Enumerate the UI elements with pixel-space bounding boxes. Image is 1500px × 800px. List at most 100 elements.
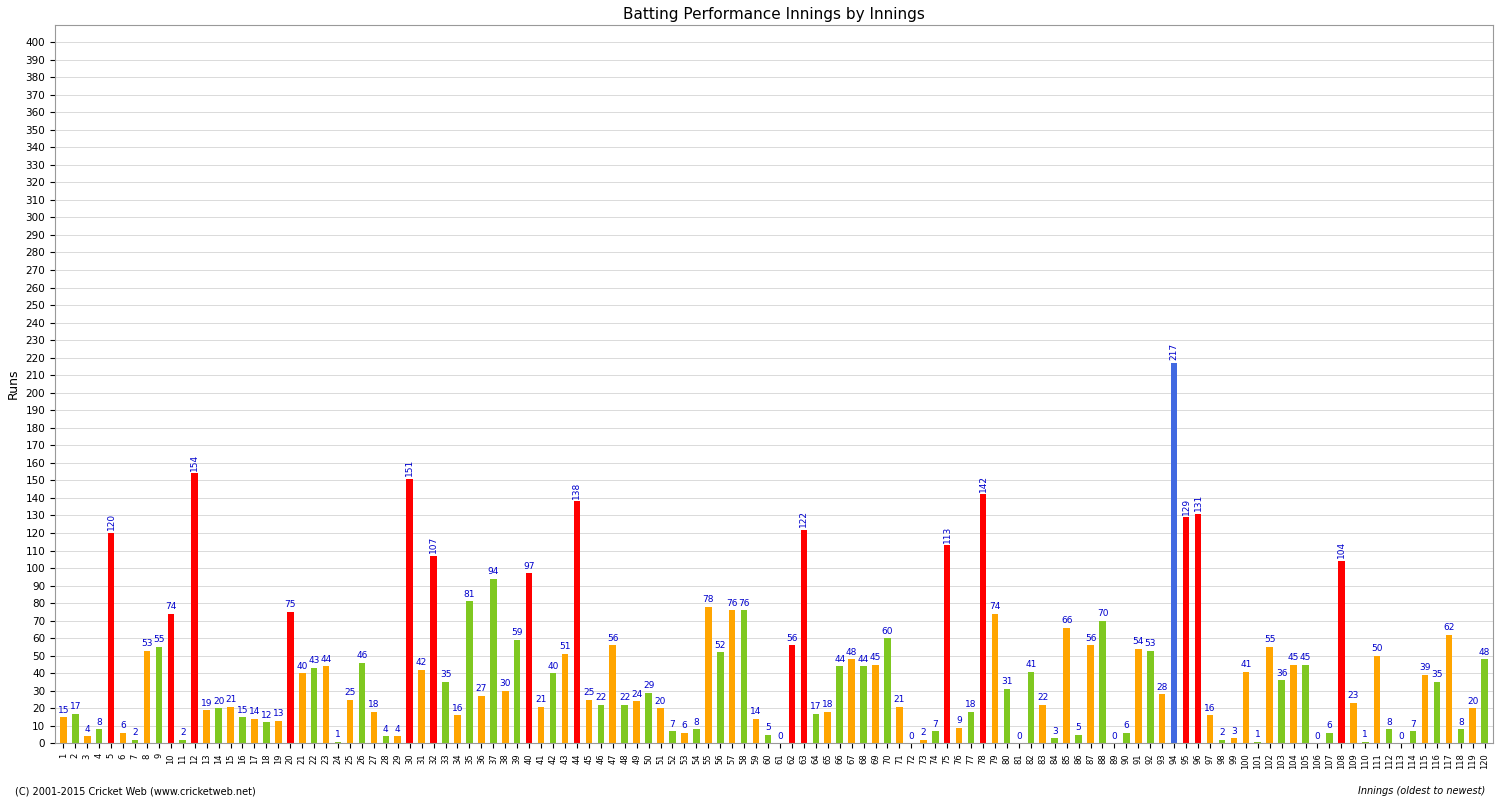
Text: 20: 20 xyxy=(656,697,666,706)
Bar xyxy=(1040,705,1046,743)
Bar xyxy=(108,533,114,743)
Bar xyxy=(561,654,568,743)
Bar xyxy=(861,666,867,743)
Bar xyxy=(1266,647,1274,743)
Bar xyxy=(322,666,330,743)
Text: 21: 21 xyxy=(894,695,904,704)
Bar xyxy=(274,721,282,743)
Text: 35: 35 xyxy=(440,670,452,679)
Bar xyxy=(1100,621,1106,743)
Bar xyxy=(1278,680,1286,743)
Text: 142: 142 xyxy=(978,475,987,492)
Bar xyxy=(837,666,843,743)
Text: 35: 35 xyxy=(1431,670,1443,679)
Bar xyxy=(370,712,376,743)
Text: 45: 45 xyxy=(1288,653,1299,662)
Text: 122: 122 xyxy=(800,510,808,527)
Y-axis label: Runs: Runs xyxy=(8,369,20,399)
Text: 104: 104 xyxy=(1336,542,1346,558)
Bar xyxy=(346,700,354,743)
Text: 8: 8 xyxy=(96,718,102,726)
Bar xyxy=(1458,730,1464,743)
Text: 4: 4 xyxy=(382,725,388,734)
Bar xyxy=(741,610,747,743)
Bar xyxy=(1230,738,1238,743)
Bar xyxy=(96,730,102,743)
Bar xyxy=(298,674,306,743)
Text: 29: 29 xyxy=(644,681,654,690)
Bar xyxy=(968,712,975,743)
Bar xyxy=(705,606,711,743)
Bar xyxy=(526,574,532,743)
Text: 54: 54 xyxy=(1132,637,1144,646)
Text: 41: 41 xyxy=(1240,660,1251,669)
Text: 50: 50 xyxy=(1371,644,1383,653)
Bar xyxy=(1446,634,1452,743)
Text: 20: 20 xyxy=(213,697,225,706)
Text: 40: 40 xyxy=(297,662,307,670)
Text: 53: 53 xyxy=(1144,639,1156,648)
Text: 18: 18 xyxy=(966,700,976,710)
Text: 44: 44 xyxy=(321,654,332,664)
Text: 46: 46 xyxy=(357,651,368,660)
Text: 94: 94 xyxy=(488,567,500,576)
Bar xyxy=(609,646,616,743)
Text: 25: 25 xyxy=(584,688,594,697)
Text: 3: 3 xyxy=(1052,726,1058,735)
Bar xyxy=(765,734,771,743)
Text: 31: 31 xyxy=(1000,678,1012,686)
Bar xyxy=(228,706,234,743)
Bar xyxy=(729,610,735,743)
Bar xyxy=(358,662,364,743)
Bar xyxy=(1422,675,1428,743)
Bar xyxy=(657,708,664,743)
Bar xyxy=(238,717,246,743)
Text: 24: 24 xyxy=(632,690,642,698)
Text: 21: 21 xyxy=(225,695,236,704)
Bar xyxy=(932,731,939,743)
Text: 1: 1 xyxy=(1362,730,1368,739)
Bar xyxy=(334,742,342,743)
Text: 36: 36 xyxy=(1276,669,1287,678)
Bar xyxy=(1136,649,1142,743)
Bar xyxy=(1482,659,1488,743)
Text: (C) 2001-2015 Cricket Web (www.cricketweb.net): (C) 2001-2015 Cricket Web (www.cricketwe… xyxy=(15,786,255,796)
Text: 8: 8 xyxy=(693,718,699,726)
Bar xyxy=(216,708,222,743)
Text: 0: 0 xyxy=(1398,732,1404,741)
Bar xyxy=(789,646,795,743)
Text: 2: 2 xyxy=(1220,728,1224,738)
Text: 0: 0 xyxy=(1314,732,1320,741)
Bar xyxy=(849,659,855,743)
Text: 28: 28 xyxy=(1156,682,1168,692)
Bar xyxy=(430,556,436,743)
Bar xyxy=(120,733,126,743)
Text: Innings (oldest to newest): Innings (oldest to newest) xyxy=(1358,786,1485,796)
Text: 22: 22 xyxy=(596,694,606,702)
Text: 55: 55 xyxy=(153,635,165,644)
Bar xyxy=(873,665,879,743)
Text: 52: 52 xyxy=(714,641,726,650)
Text: 97: 97 xyxy=(524,562,536,570)
Text: 76: 76 xyxy=(726,598,738,607)
Bar xyxy=(382,737,388,743)
Text: 30: 30 xyxy=(500,679,512,688)
Bar xyxy=(1184,518,1190,743)
Bar xyxy=(550,674,556,743)
Bar xyxy=(1326,733,1332,743)
Bar xyxy=(896,706,903,743)
Text: 56: 56 xyxy=(608,634,618,642)
Text: 0: 0 xyxy=(1112,732,1118,741)
Text: 56: 56 xyxy=(1084,634,1096,642)
Bar xyxy=(419,670,424,743)
Bar xyxy=(490,578,496,743)
Text: 7: 7 xyxy=(933,719,938,729)
Text: 15: 15 xyxy=(237,706,248,714)
Bar xyxy=(60,717,66,743)
Text: 44: 44 xyxy=(858,654,868,664)
Bar xyxy=(1028,671,1033,743)
Text: 18: 18 xyxy=(822,700,834,710)
Text: 5: 5 xyxy=(765,723,771,732)
Text: 25: 25 xyxy=(345,688,355,697)
Bar xyxy=(204,710,210,743)
